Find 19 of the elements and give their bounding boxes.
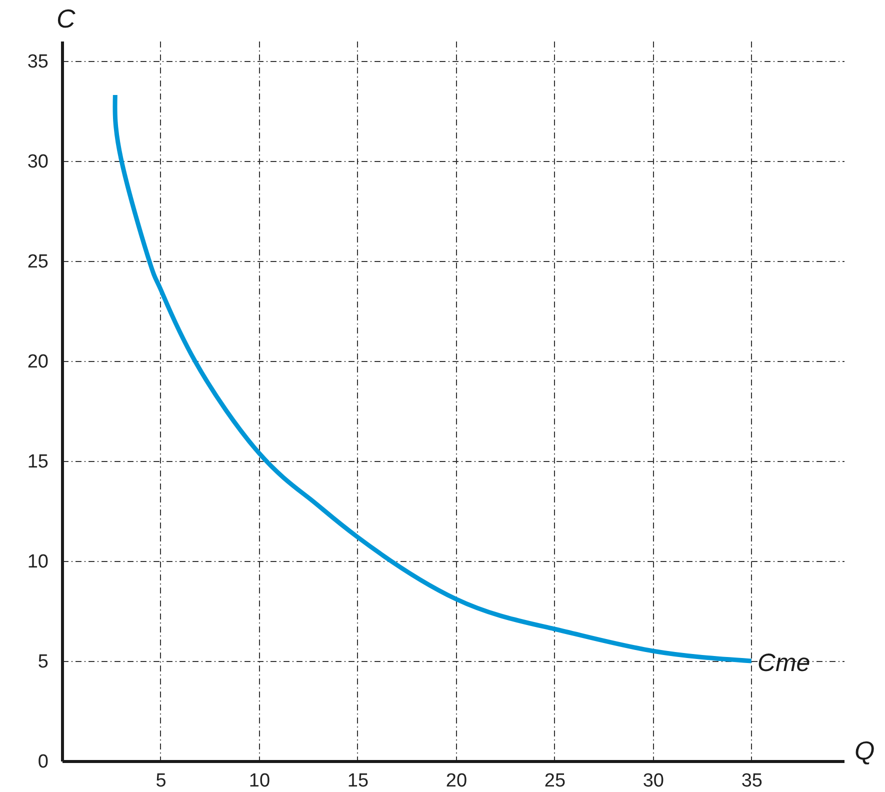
y-tick-label: 10	[27, 552, 48, 572]
x-tick-label: 30	[642, 770, 664, 792]
y-axis-title: C	[56, 4, 76, 34]
x-tick-label: 35	[741, 770, 762, 792]
y-tick-label: 0	[38, 752, 48, 772]
x-tick-label: 20	[446, 770, 468, 792]
x-axis-title: Q	[854, 736, 875, 766]
x-tick-label: 5	[156, 770, 166, 792]
y-tick-label: 20	[27, 352, 48, 372]
x-tick-label: 10	[248, 770, 270, 792]
series-label: Cme	[757, 649, 810, 677]
line-series	[112, 92, 754, 664]
x-tick-label: 15	[347, 770, 369, 792]
y-tick-label: 30	[27, 152, 48, 172]
y-tick-label: 15	[27, 452, 48, 472]
y-tick-label: 25	[27, 252, 48, 272]
y-tick-label: 5	[38, 652, 48, 672]
y-tick-label: 35	[27, 52, 48, 72]
x-tick-label: 25	[544, 770, 566, 792]
